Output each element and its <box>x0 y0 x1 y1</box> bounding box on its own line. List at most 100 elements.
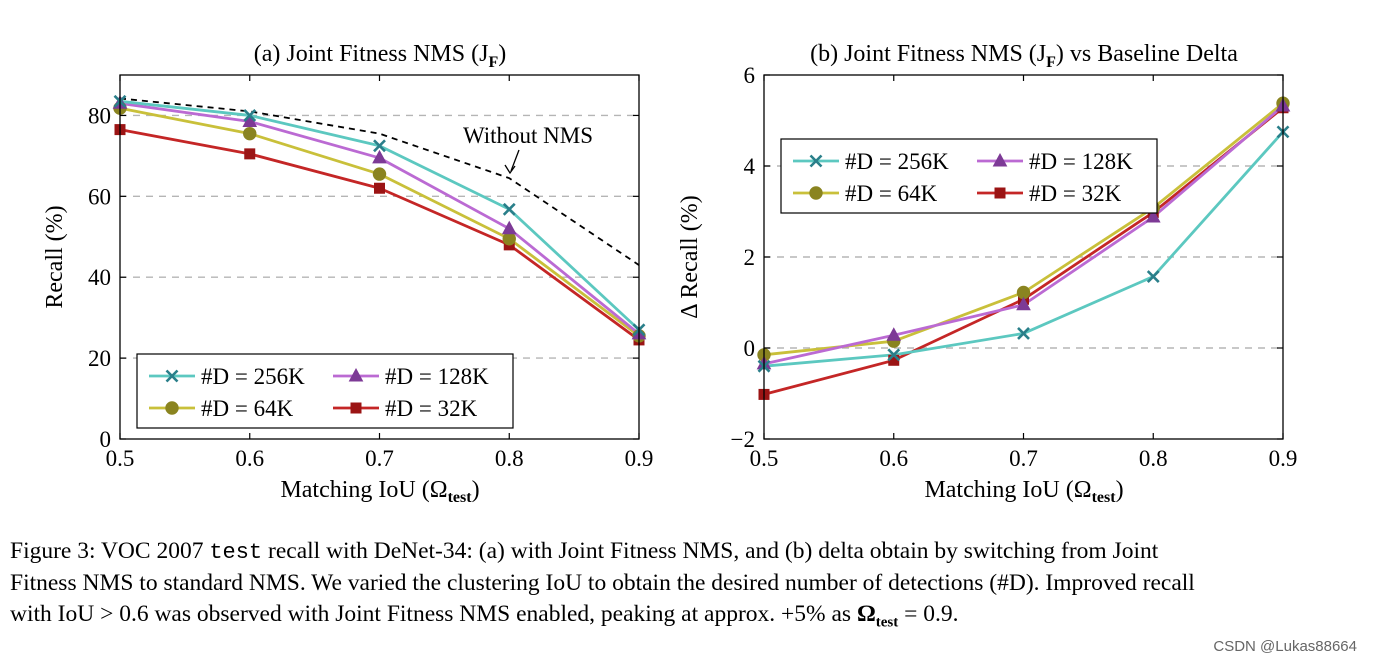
chart-a-xtick-label: 0.7 <box>365 446 394 471</box>
caption-line-1: Figure 3: VOC 2007 test recall with DeNe… <box>10 536 1345 568</box>
caption-line-3-a: with IoU > 0.6 was observed with Joint F… <box>10 601 857 627</box>
chart-a-point-d-32k <box>374 182 385 194</box>
chart-b-legend-label: #D = 128K <box>1029 149 1133 174</box>
chart-a-xlabel-close: ) <box>472 477 480 503</box>
chart-a-xtick-label: 0.8 <box>495 446 524 471</box>
chart-a-point-d-128k <box>501 220 517 235</box>
chart-a-legend-label: #D = 32K <box>385 396 478 421</box>
chart-b-ytick-label: −2 <box>731 427 755 452</box>
chart-b-legend-marker <box>992 152 1008 167</box>
watermark: CSDN @Lukas88664 <box>1213 638 1357 655</box>
chart-b-xlabel-sub: test <box>1092 489 1117 506</box>
chart-a-ylabel: Recall (%) <box>42 205 68 308</box>
chart-b-point-d-128k <box>1016 296 1031 311</box>
caption-line-1-b: recall with DeNet-34: (a) with Joint Fit… <box>262 538 1159 564</box>
chart-a-ytick-label: 60 <box>88 184 111 209</box>
chart-b-legend-label: #D = 64K <box>845 181 938 206</box>
chart-b-xlabel-close: ) <box>1116 477 1124 503</box>
chart-a-xtick-label: 0.9 <box>625 446 654 471</box>
chart-a-xlabel-main: Matching IoU (Ω <box>280 477 447 503</box>
chart-a-legend-item-d-64k: #D = 64K <box>149 396 294 421</box>
chart-a-legend-box <box>136 353 514 429</box>
chart-b-grid <box>764 165 1283 349</box>
chart-b-legend-marker <box>809 186 823 200</box>
chart-b-legend-item-d-128k: #D = 128K <box>977 149 1133 174</box>
chart-a-point-d-64k <box>502 232 516 246</box>
chart-a-legend-marker <box>350 402 362 414</box>
chart-b-ytick-label: 6 <box>744 63 756 88</box>
chart-b-point-d-256k <box>887 348 901 362</box>
chart-b-legend-item-d-256k: #D = 256K <box>793 149 949 174</box>
chart-a-ytick-label: 20 <box>88 346 111 371</box>
chart-a-legend-item-d-256k: #D = 256K <box>149 364 305 389</box>
chart-b-xlabel: Matching IoU (Ωtest) <box>924 477 1123 506</box>
chart-b-point-d-128k <box>886 327 902 341</box>
chart-b-ytick-label: 4 <box>744 154 756 179</box>
chart-b-legend-marker <box>809 154 823 168</box>
chart-a-legend: #D = 256K #D = 128K #D = 64K #D = 32K <box>136 353 514 429</box>
without-nms-arrow <box>510 149 520 172</box>
chart-a-point-d-256k <box>243 109 257 122</box>
chart-a-legend-label: #D = 128K <box>385 364 489 389</box>
chart-a-ytick-label: 80 <box>88 103 111 128</box>
chart-b-point-d-32k <box>888 354 900 366</box>
chart-a-annotation: Without NMS <box>463 123 593 175</box>
chart-b-xtick-label: 0.7 <box>1009 446 1038 471</box>
chart-b-ylabel: Δ Recall (%) <box>677 195 703 318</box>
chart-b-xlabel-main: Matching IoU (Ω <box>924 477 1091 503</box>
chart-a-legend-label: #D = 64K <box>201 396 294 421</box>
chart-a: (a) Joint Fitness NMS (JF) Without NMS 0… <box>42 41 653 506</box>
chart-b-ytick-label: 2 <box>744 245 756 270</box>
chart-a-point-d-128k <box>372 149 387 164</box>
chart-a-xlabel-sub: test <box>448 489 473 506</box>
chart-a-point-d-256k <box>502 202 516 216</box>
chart-a-legend-label: #D = 256K <box>201 364 305 389</box>
chart-b-legend-item-d-32k: #D = 32K <box>977 181 1122 206</box>
chart-b-legend: #D = 256K #D = 128K #D = 64K #D = 32K <box>780 138 1158 214</box>
chart-a-point-d-64k <box>372 167 387 181</box>
chart-b-legend-marker <box>994 187 1006 199</box>
chart-a-point-d-32k <box>244 148 256 160</box>
chart-a-ytick-label: 40 <box>88 265 111 290</box>
chart-a-title-close: ) <box>498 41 506 67</box>
chart-a-without-nms-line <box>119 97 640 266</box>
chart-b-frame <box>763 74 1284 440</box>
chart-a-xlabel: Matching IoU (Ωtest) <box>280 477 479 506</box>
figure-canvas: (a) Joint Fitness NMS (JF) Without NMS 0… <box>42 41 1297 506</box>
chart-b-legend-label: #D = 32K <box>1029 181 1122 206</box>
chart-a-xtick-label: 0.6 <box>235 446 264 471</box>
chart-b-legend-label: #D = 256K <box>845 149 949 174</box>
chart-b-point-d-256k <box>1017 327 1030 340</box>
chart-b-xtick-label: 0.6 <box>879 446 908 471</box>
chart-b-xtick-label: 0.5 <box>750 446 779 471</box>
figure-caption: Figure 3: VOC 2007 test recall with DeNe… <box>10 536 1345 639</box>
chart-a-legend-item-d-32k: #D = 32K <box>333 396 478 421</box>
chart-b-xtick-label: 0.8 <box>1139 446 1168 471</box>
chart-a-legend-marker <box>165 401 179 415</box>
caption-line-3: with IoU > 0.6 was observed with Joint F… <box>10 599 1345 639</box>
chart-a-point-d-256k <box>373 139 386 153</box>
without-nms-label: Without NMS <box>463 123 593 148</box>
chart-b-legend-box <box>780 138 1158 214</box>
without-nms-arrowhead <box>504 164 516 175</box>
chart-a-ticks: 0 20 40 60 80 0.5 0.6 0.7 0.8 0.9 <box>88 75 653 471</box>
chart-b-point-d-256k <box>1146 270 1160 283</box>
chart-a-xtick-label: 0.5 <box>106 446 135 471</box>
chart-b-title-sub: F <box>1046 54 1056 71</box>
caption-line-1-a: Figure 3: VOC 2007 <box>10 538 210 564</box>
chart-a-legend-marker <box>348 367 364 382</box>
chart-a-point-d-64k <box>243 126 257 141</box>
chart-a-ytick-label: 0 <box>100 427 112 452</box>
chart-b-ytick-label: 0 <box>744 336 756 361</box>
chart-a-legend-item-d-128k: #D = 128K <box>333 364 489 389</box>
caption-line-2: Fitness NMS to standard NMS. We varied t… <box>10 570 1195 596</box>
chart-a-title: (a) Joint Fitness NMS (JF) <box>254 41 506 71</box>
caption-omega-sub: test <box>875 614 899 631</box>
caption-omega-symbol: Ω <box>856 601 876 627</box>
chart-a-series <box>112 94 647 346</box>
chart-a-title-main: (a) Joint Fitness NMS (J <box>254 41 489 67</box>
chart-a-title-sub: F <box>488 54 498 71</box>
chart-b: (b) Joint Fitness NMS (JF) vs Baseline D… <box>677 41 1297 506</box>
chart-b-title-close: ) vs Baseline Delta <box>1056 41 1238 67</box>
chart-b-legend-item-d-64k: #D = 64K <box>793 181 938 206</box>
